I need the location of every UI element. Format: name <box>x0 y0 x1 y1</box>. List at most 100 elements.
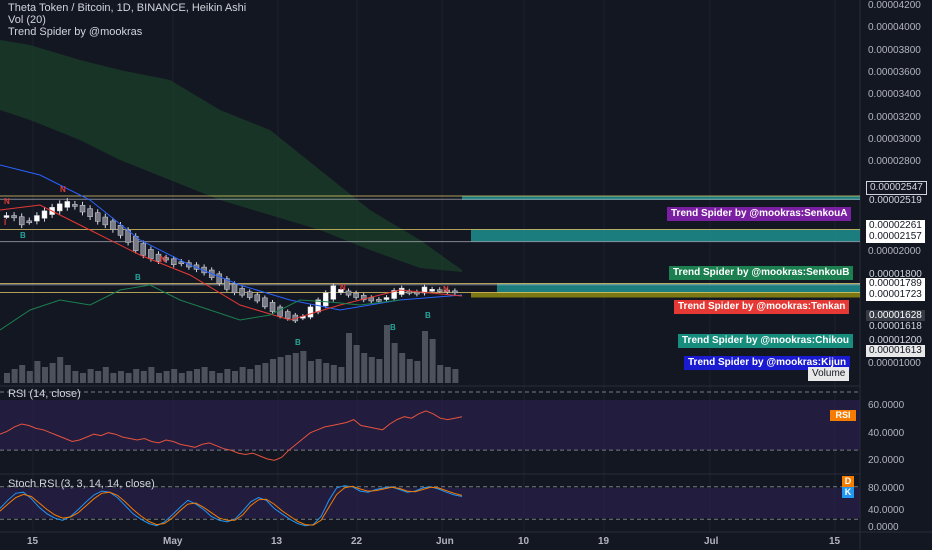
volume-bar <box>262 363 269 383</box>
candle <box>414 291 420 295</box>
signal-marker: N <box>4 197 10 206</box>
candle <box>254 294 261 302</box>
volume-bar <box>64 365 71 383</box>
stoch-pane-label[interactable]: Stoch RSI (3, 3, 14, 14, close) <box>8 478 155 490</box>
volume-bar <box>178 373 185 383</box>
volume-bar <box>338 367 345 383</box>
volume-bar <box>11 369 18 383</box>
candle <box>64 201 71 208</box>
volume-bar <box>34 361 41 383</box>
candle <box>11 215 17 219</box>
candle <box>444 289 451 293</box>
candle <box>239 288 245 296</box>
time-tick: 10 <box>518 536 530 547</box>
volume-bar <box>239 367 246 383</box>
level-price-label: 0.00001789 <box>866 278 925 290</box>
signal-marker: N <box>340 283 346 292</box>
price-tick: 0.00003000 <box>868 134 921 145</box>
candle <box>163 257 169 261</box>
stoch-tick: 0.0000 <box>868 522 899 533</box>
symbol-title[interactable]: Theta Token / Bitcoin, 1D, BINANCE, Heik… <box>8 2 247 14</box>
level-price-label: 0.00002547 <box>866 181 927 195</box>
volume-bar <box>42 367 48 383</box>
volume-bar <box>368 357 375 383</box>
volume-bar <box>87 369 94 383</box>
price-tick: 0.00003800 <box>868 45 921 56</box>
signal-marker: N <box>443 285 449 294</box>
candle <box>110 220 116 230</box>
candle <box>436 289 443 292</box>
time-tick: 22 <box>351 536 363 547</box>
signal-marker: N <box>160 255 166 264</box>
candle <box>26 220 33 224</box>
candle <box>41 210 48 219</box>
rsi-tick: 60.0000 <box>868 400 905 411</box>
chart-legend: Theta Token / Bitcoin, 1D, BINANCE, Heik… <box>8 2 246 38</box>
candle <box>140 243 147 256</box>
candle <box>383 297 390 300</box>
level-price-label: 0.00001628 <box>866 310 925 322</box>
candle <box>353 292 359 298</box>
candle <box>421 286 428 294</box>
volume-bar <box>406 359 413 383</box>
time-tick: 19 <box>598 536 610 547</box>
candle <box>155 253 162 262</box>
candle <box>269 302 276 312</box>
candle <box>18 216 25 226</box>
ichimoku-cloud <box>0 40 462 272</box>
volume-bar <box>361 353 368 383</box>
candle <box>72 204 78 207</box>
candle <box>452 290 458 294</box>
volume-bar <box>300 351 307 383</box>
level-price-label: 0.00001723 <box>866 289 925 301</box>
volume-bar <box>315 359 322 383</box>
indicator-legend[interactable]: Trend Spider by @mookras <box>8 26 143 38</box>
candle <box>148 249 154 260</box>
volume-bar <box>118 371 124 383</box>
volume-bar <box>125 373 132 383</box>
level-price-label: 0.00002157 <box>866 231 925 243</box>
candle <box>102 216 109 226</box>
candle <box>277 306 283 317</box>
volume-bar <box>452 369 459 383</box>
candle <box>3 215 10 218</box>
volume-bar <box>201 367 208 383</box>
price-tick: 0.00004000 <box>868 22 921 33</box>
level-zone <box>462 195 860 200</box>
candle <box>338 289 344 293</box>
volume-tag: Volume <box>808 367 850 381</box>
candle <box>406 291 413 294</box>
volume-bar <box>194 369 200 383</box>
candle <box>429 289 435 292</box>
volume-bar <box>186 371 193 383</box>
volume-bar <box>49 363 56 383</box>
rsi-band <box>0 400 860 450</box>
signal-marker: I <box>4 218 6 227</box>
volume-bar <box>330 365 337 383</box>
volume-bar <box>391 343 398 383</box>
volume-bar <box>133 369 140 383</box>
time-tick: Jul <box>704 536 719 547</box>
signal-marker: B <box>425 311 431 320</box>
volume-bar <box>209 371 216 383</box>
volume-bar <box>80 373 86 383</box>
volume-bar <box>292 353 299 383</box>
volume-bar <box>399 353 406 383</box>
candle <box>284 311 291 319</box>
volume-bar <box>422 331 428 383</box>
volume-bar <box>376 359 383 383</box>
volume-legend[interactable]: Vol (20) <box>8 14 46 26</box>
candle <box>398 287 405 295</box>
candle <box>216 273 223 284</box>
volume-bar <box>171 369 178 383</box>
time-tick: 15 <box>829 536 841 547</box>
price-tick: 0.00001000 <box>868 358 921 369</box>
volume-bar <box>254 365 261 383</box>
price-tick: 0.00003400 <box>868 89 921 100</box>
stoch-d-box: D <box>842 476 854 487</box>
rsi-line <box>0 410 463 461</box>
volume-bar <box>72 371 79 383</box>
candle <box>246 291 253 298</box>
rsi-pane-label[interactable]: RSI (14, close) <box>8 388 81 400</box>
